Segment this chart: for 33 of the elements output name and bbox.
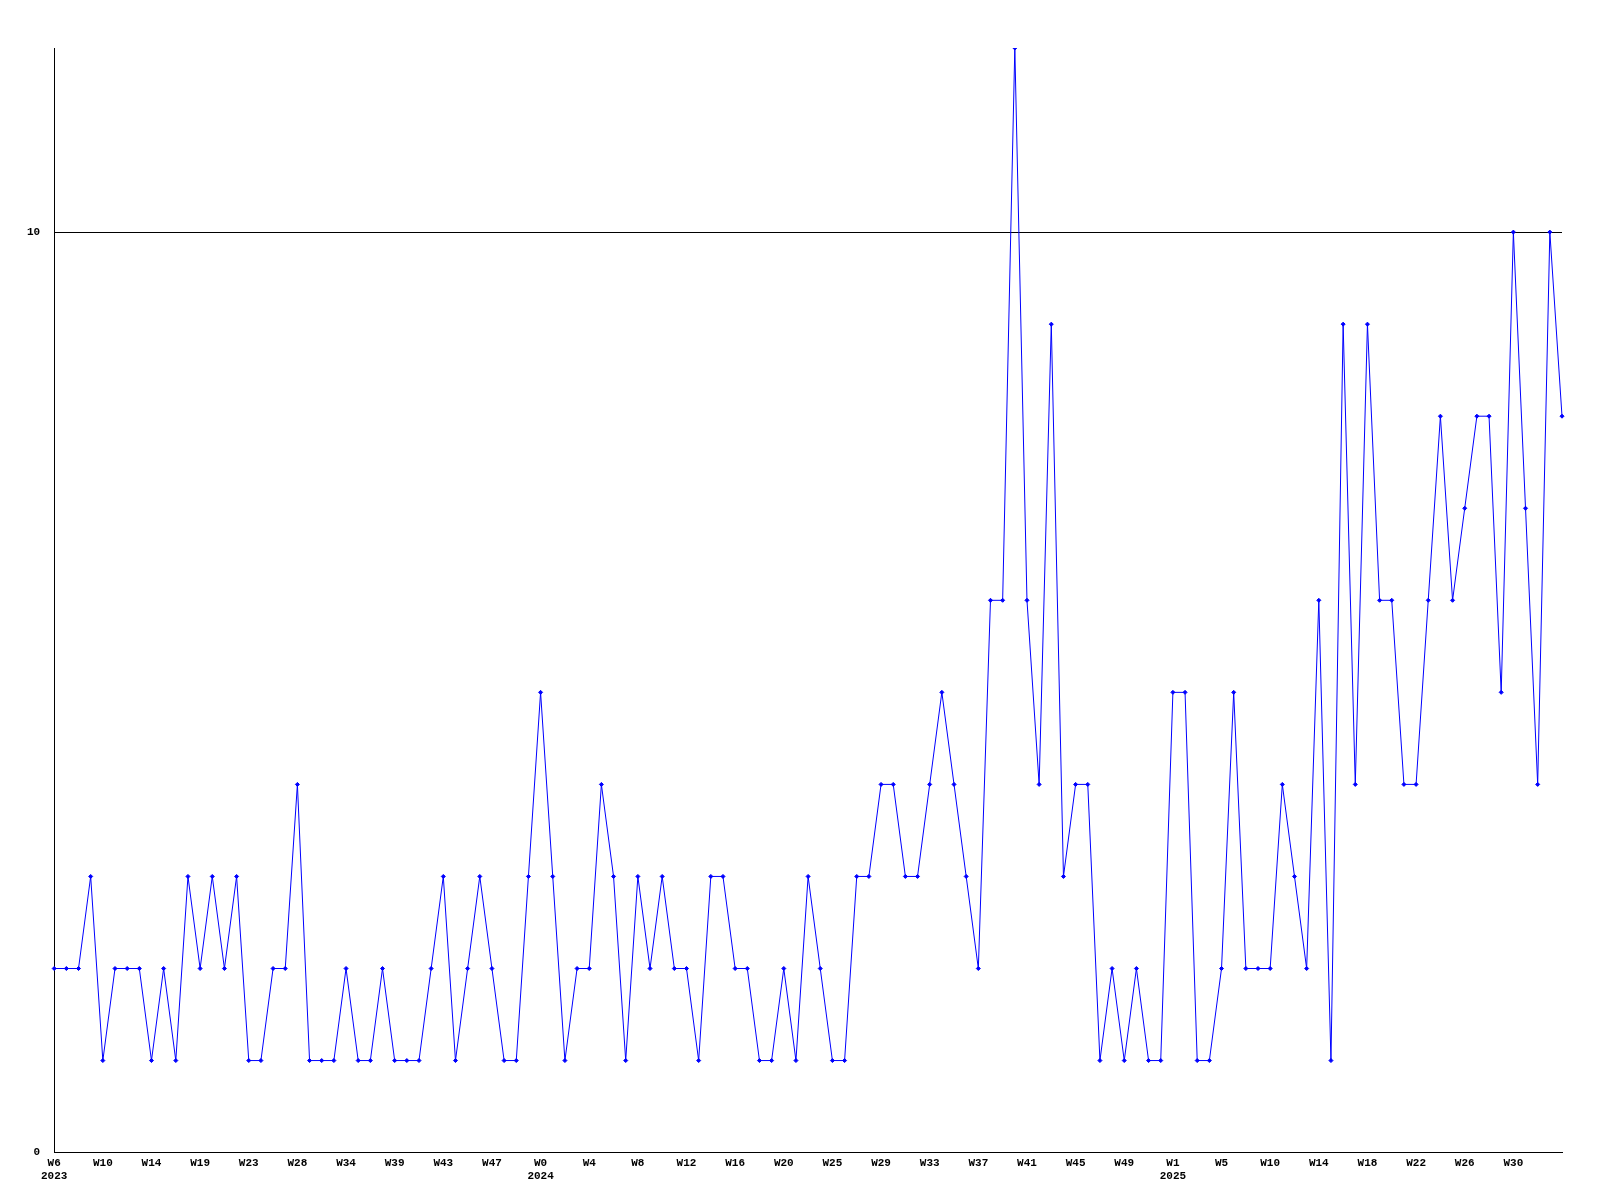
x-tick-label: W29 [871,1156,891,1169]
x-tick-label: W19 [190,1156,211,1169]
x-tick-label: W47 [482,1156,502,1169]
x-tick-label: W23 [238,1156,260,1169]
x-tick-label: W34 [336,1156,357,1169]
x-tick-label: W37 [968,1156,989,1169]
x-tick-label: W41 [1017,1156,1038,1169]
x-tick-label: W16 [725,1156,746,1169]
x-tick-label: W45 [1065,1156,1086,1169]
x-tick-label: W25 [822,1156,843,1169]
x-tick-label: W8 [631,1156,645,1169]
x-tick-label: W5 [1214,1156,1229,1169]
x-tick-label: W33 [919,1156,940,1169]
x-tick-label: W10 [1260,1156,1281,1169]
x-tick-label: W14 [1308,1156,1330,1169]
x-tick-label: W1 2025 [1159,1156,1187,1183]
x-tick-label: W43 [433,1156,454,1169]
x-tick-label: W10 [92,1156,113,1169]
x-tick-label: W22 [1406,1156,1426,1169]
y-tick-label: 0 [33,1146,41,1159]
x-tick-label: W49 [1114,1156,1135,1169]
x-tick-label: W26 [1454,1156,1475,1169]
x-tick-label: W12 [676,1156,697,1169]
x-tick-label: W30 [1503,1156,1524,1169]
x-tick-label: W4 [582,1156,597,1169]
x-tick-label: W0 2024 [527,1156,555,1183]
x-tick-label: W39 [384,1156,405,1169]
x-tick-label: W14 [141,1156,162,1169]
x-tick-label: W18 [1357,1156,1378,1169]
x-tick-label: W28 [287,1156,308,1169]
x-tick-label: W6 2023 [41,1156,68,1183]
x-tick-label: W20 [773,1156,794,1169]
y-tick-label: 10 [27,225,41,238]
